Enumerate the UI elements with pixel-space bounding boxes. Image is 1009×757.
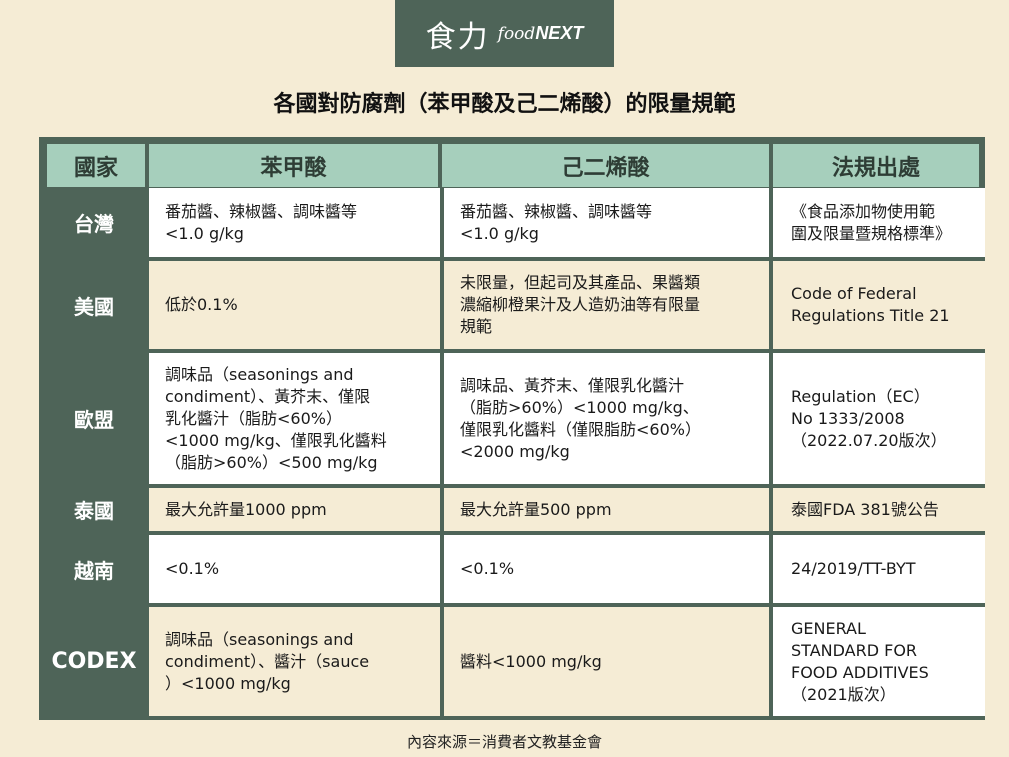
cell-usa-law: Code of Federal Regulations Title 21 [773,261,985,349]
cell-eu-sorbic: 調味品、黃芥末、僅限乳化醬汁 （脂肪>60%）<1000 mg/kg、 僅限乳化… [444,353,769,484]
row-label-thailand: 泰國 [74,499,114,523]
cell-vietnam-benzoic: <0.1% [149,535,440,603]
cell-usa-benzoic: 低於0.1% [149,261,440,349]
foodnext-logo: 食力 foodNEXT [395,0,614,67]
cell-eu-benzoic: 調味品（seasonings and condiment）、黃芥末、僅限 乳化醬… [149,353,440,484]
logo-en-suffix: NEXT [535,23,584,43]
cell-taiwan-sorbic: 番茄醬、辣椒醬、調味醬等 <1.0 g/kg [444,188,769,257]
cell-taiwan-benzoic: 番茄醬、辣椒醬、調味醬等 <1.0 g/kg [149,188,440,257]
page-title: 各國對防腐劑（苯甲酸及己二烯酸）的限量規範 [273,92,736,117]
header-country: 國家 [47,144,145,187]
row-label-codex: CODEX [51,649,137,674]
cell-usa-sorbic: 未限量，但起司及其產品、果醬類 濃縮柳橙果汁及人造奶油等有限量 規範 [444,261,769,349]
logo-english: foodNEXT [498,23,584,44]
header-benzoic-acid: 苯甲酸 [149,144,438,187]
cell-thailand-law: 泰國FDA 381號公告 [773,488,985,531]
header-regulation-source: 法規出處 [773,144,979,187]
logo-chinese: 食力 [425,19,490,55]
cell-thailand-sorbic: 最大允許量500 ppm [444,488,769,531]
source-note: 內容來源＝消費者文教基金會 [406,733,602,751]
row-label-eu: 歐盟 [74,408,114,432]
cell-vietnam-sorbic: <0.1% [444,535,769,603]
cell-codex-law: GENERAL STANDARD FOR FOOD ADDITIVES （202… [773,607,985,716]
cell-codex-sorbic: 醬料<1000 mg/kg [444,607,769,716]
cell-taiwan-law: 《食品添加物使用範 圍及限量暨規格標準》 [773,188,985,257]
regulation-table: 國家 苯甲酸 己二烯酸 法規出處 台灣 番茄醬、辣椒醬、調味醬等 <1.0 g/… [39,137,985,720]
header-sorbic-acid: 己二烯酸 [442,144,769,187]
row-label-usa: 美國 [74,294,114,319]
row-label-vietnam: 越南 [74,558,114,583]
row-label-taiwan: 台灣 [74,212,114,236]
cell-codex-benzoic: 調味品（seasonings and condiment）、醬汁（sauce ）… [149,607,440,716]
cell-vietnam-law: 24/2019/TT-BYT [773,535,985,603]
cell-eu-law: Regulation（EC） No 1333/2008 （2022.07.20版… [773,353,985,484]
cell-thailand-benzoic: 最大允許量1000 ppm [149,488,440,531]
logo-en-prefix: food [497,24,536,44]
